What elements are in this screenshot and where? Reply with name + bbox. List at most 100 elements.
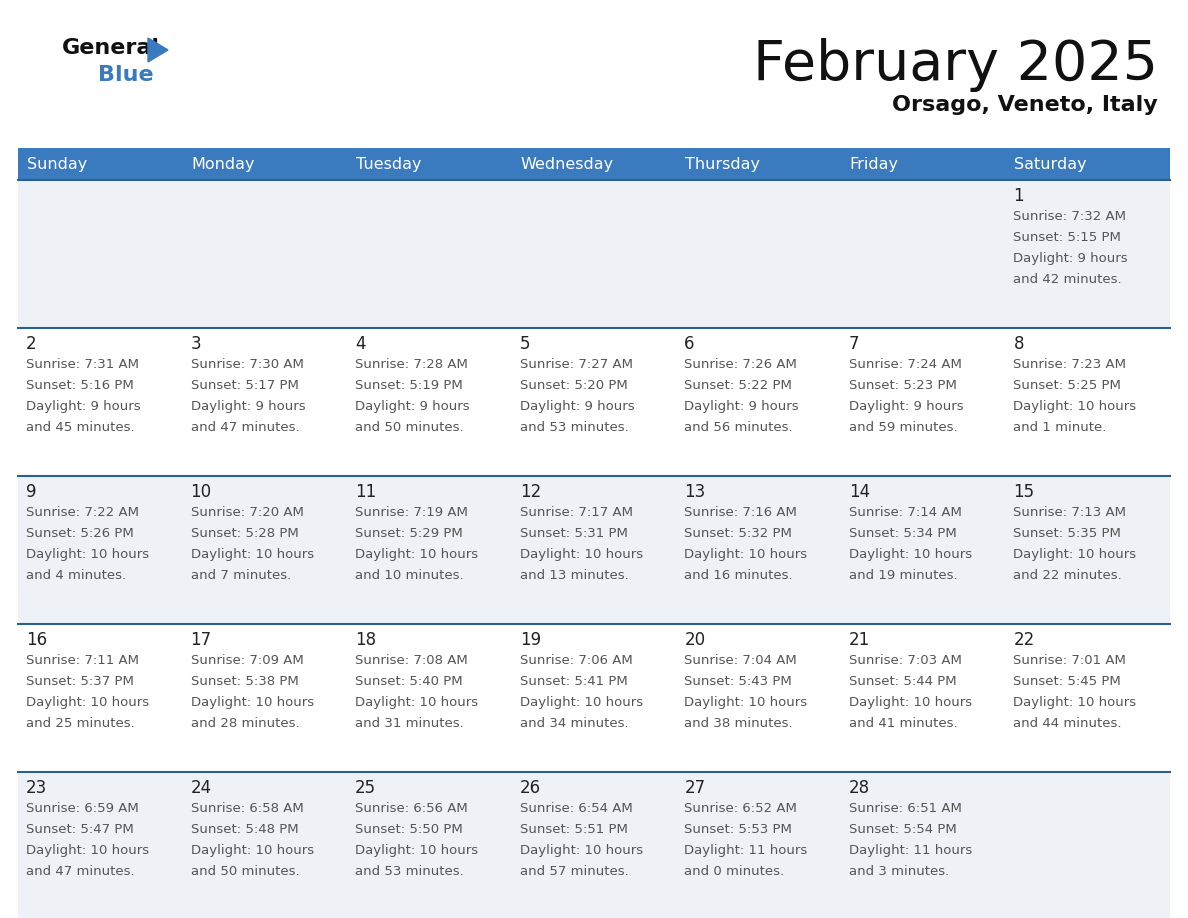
Text: Daylight: 10 hours: Daylight: 10 hours xyxy=(1013,696,1137,709)
Text: Sunset: 5:29 PM: Sunset: 5:29 PM xyxy=(355,527,463,540)
Text: Daylight: 10 hours: Daylight: 10 hours xyxy=(26,844,150,857)
Text: Sunset: 5:43 PM: Sunset: 5:43 PM xyxy=(684,675,792,688)
Text: and 41 minutes.: and 41 minutes. xyxy=(849,717,958,730)
Bar xyxy=(512,148,676,180)
Text: and 47 minutes.: and 47 minutes. xyxy=(26,865,134,878)
Bar xyxy=(676,624,841,772)
Bar xyxy=(1005,328,1170,476)
Bar xyxy=(18,148,183,180)
Bar xyxy=(18,180,183,328)
Text: and 42 minutes.: and 42 minutes. xyxy=(1013,273,1121,286)
Text: 24: 24 xyxy=(190,779,211,797)
Text: Daylight: 10 hours: Daylight: 10 hours xyxy=(26,696,150,709)
Text: and 1 minute.: and 1 minute. xyxy=(1013,421,1107,434)
Text: Sunrise: 7:28 AM: Sunrise: 7:28 AM xyxy=(355,358,468,371)
Text: Sunrise: 6:56 AM: Sunrise: 6:56 AM xyxy=(355,802,468,815)
Text: Daylight: 10 hours: Daylight: 10 hours xyxy=(684,696,808,709)
Text: Sunrise: 7:32 AM: Sunrise: 7:32 AM xyxy=(1013,210,1126,223)
Text: Daylight: 10 hours: Daylight: 10 hours xyxy=(684,548,808,561)
Text: Sunday: Sunday xyxy=(27,156,87,172)
Text: Sunrise: 7:23 AM: Sunrise: 7:23 AM xyxy=(1013,358,1126,371)
Text: Daylight: 9 hours: Daylight: 9 hours xyxy=(355,400,469,413)
Bar xyxy=(347,476,512,624)
Bar xyxy=(347,772,512,918)
Text: Sunrise: 7:11 AM: Sunrise: 7:11 AM xyxy=(26,654,139,667)
Text: and 13 minutes.: and 13 minutes. xyxy=(519,569,628,582)
Text: and 38 minutes.: and 38 minutes. xyxy=(684,717,792,730)
Text: Daylight: 9 hours: Daylight: 9 hours xyxy=(190,400,305,413)
Text: February 2025: February 2025 xyxy=(753,38,1158,92)
Text: Sunrise: 7:14 AM: Sunrise: 7:14 AM xyxy=(849,506,962,519)
Text: Sunset: 5:51 PM: Sunset: 5:51 PM xyxy=(519,823,627,836)
Text: 5: 5 xyxy=(519,335,530,353)
Bar xyxy=(183,476,347,624)
Bar xyxy=(841,624,1005,772)
Text: Sunset: 5:47 PM: Sunset: 5:47 PM xyxy=(26,823,134,836)
Text: Sunset: 5:23 PM: Sunset: 5:23 PM xyxy=(849,379,956,392)
Polygon shape xyxy=(148,38,168,62)
Text: 25: 25 xyxy=(355,779,377,797)
Text: Daylight: 9 hours: Daylight: 9 hours xyxy=(26,400,140,413)
Text: and 10 minutes.: and 10 minutes. xyxy=(355,569,463,582)
Text: Sunset: 5:44 PM: Sunset: 5:44 PM xyxy=(849,675,956,688)
Bar xyxy=(512,180,676,328)
Bar xyxy=(676,476,841,624)
Text: Sunrise: 7:26 AM: Sunrise: 7:26 AM xyxy=(684,358,797,371)
Text: General: General xyxy=(62,38,160,58)
Text: 2: 2 xyxy=(26,335,37,353)
Text: 23: 23 xyxy=(26,779,48,797)
Text: Daylight: 10 hours: Daylight: 10 hours xyxy=(1013,400,1137,413)
Text: Sunset: 5:15 PM: Sunset: 5:15 PM xyxy=(1013,231,1121,244)
Text: and 56 minutes.: and 56 minutes. xyxy=(684,421,792,434)
Text: 9: 9 xyxy=(26,483,37,501)
Text: Daylight: 9 hours: Daylight: 9 hours xyxy=(1013,252,1129,265)
Text: Thursday: Thursday xyxy=(685,156,760,172)
Bar xyxy=(676,772,841,918)
Bar xyxy=(841,148,1005,180)
Text: 26: 26 xyxy=(519,779,541,797)
Text: Sunset: 5:37 PM: Sunset: 5:37 PM xyxy=(26,675,134,688)
Text: Sunrise: 7:24 AM: Sunrise: 7:24 AM xyxy=(849,358,962,371)
Text: Sunrise: 7:03 AM: Sunrise: 7:03 AM xyxy=(849,654,962,667)
Bar xyxy=(1005,180,1170,328)
Bar xyxy=(347,624,512,772)
Text: and 19 minutes.: and 19 minutes. xyxy=(849,569,958,582)
Bar xyxy=(1005,624,1170,772)
Text: Sunset: 5:34 PM: Sunset: 5:34 PM xyxy=(849,527,956,540)
Bar xyxy=(512,476,676,624)
Text: Daylight: 11 hours: Daylight: 11 hours xyxy=(849,844,972,857)
Text: and 50 minutes.: and 50 minutes. xyxy=(355,421,463,434)
Text: Sunset: 5:41 PM: Sunset: 5:41 PM xyxy=(519,675,627,688)
Text: Daylight: 9 hours: Daylight: 9 hours xyxy=(849,400,963,413)
Bar xyxy=(18,328,183,476)
Text: Sunrise: 7:22 AM: Sunrise: 7:22 AM xyxy=(26,506,139,519)
Text: and 7 minutes.: and 7 minutes. xyxy=(190,569,291,582)
Text: Sunrise: 7:09 AM: Sunrise: 7:09 AM xyxy=(190,654,303,667)
Text: 7: 7 xyxy=(849,335,859,353)
Text: and 34 minutes.: and 34 minutes. xyxy=(519,717,628,730)
Text: Daylight: 10 hours: Daylight: 10 hours xyxy=(519,844,643,857)
Bar xyxy=(347,180,512,328)
Text: Sunrise: 7:30 AM: Sunrise: 7:30 AM xyxy=(190,358,303,371)
Text: Sunrise: 7:01 AM: Sunrise: 7:01 AM xyxy=(1013,654,1126,667)
Text: Sunset: 5:35 PM: Sunset: 5:35 PM xyxy=(1013,527,1121,540)
Text: and 53 minutes.: and 53 minutes. xyxy=(519,421,628,434)
Text: Sunset: 5:54 PM: Sunset: 5:54 PM xyxy=(849,823,956,836)
Bar xyxy=(1005,476,1170,624)
Text: 16: 16 xyxy=(26,631,48,649)
Text: Tuesday: Tuesday xyxy=(356,156,422,172)
Text: Sunset: 5:16 PM: Sunset: 5:16 PM xyxy=(26,379,134,392)
Text: 8: 8 xyxy=(1013,335,1024,353)
Text: and 4 minutes.: and 4 minutes. xyxy=(26,569,126,582)
Bar xyxy=(841,328,1005,476)
Text: Sunset: 5:17 PM: Sunset: 5:17 PM xyxy=(190,379,298,392)
Text: Sunset: 5:28 PM: Sunset: 5:28 PM xyxy=(190,527,298,540)
Text: and 31 minutes.: and 31 minutes. xyxy=(355,717,463,730)
Text: Sunset: 5:50 PM: Sunset: 5:50 PM xyxy=(355,823,463,836)
Text: Daylight: 10 hours: Daylight: 10 hours xyxy=(519,696,643,709)
Text: Sunset: 5:31 PM: Sunset: 5:31 PM xyxy=(519,527,627,540)
Text: Sunset: 5:26 PM: Sunset: 5:26 PM xyxy=(26,527,134,540)
Text: 6: 6 xyxy=(684,335,695,353)
Text: 12: 12 xyxy=(519,483,541,501)
Text: Sunset: 5:53 PM: Sunset: 5:53 PM xyxy=(684,823,792,836)
